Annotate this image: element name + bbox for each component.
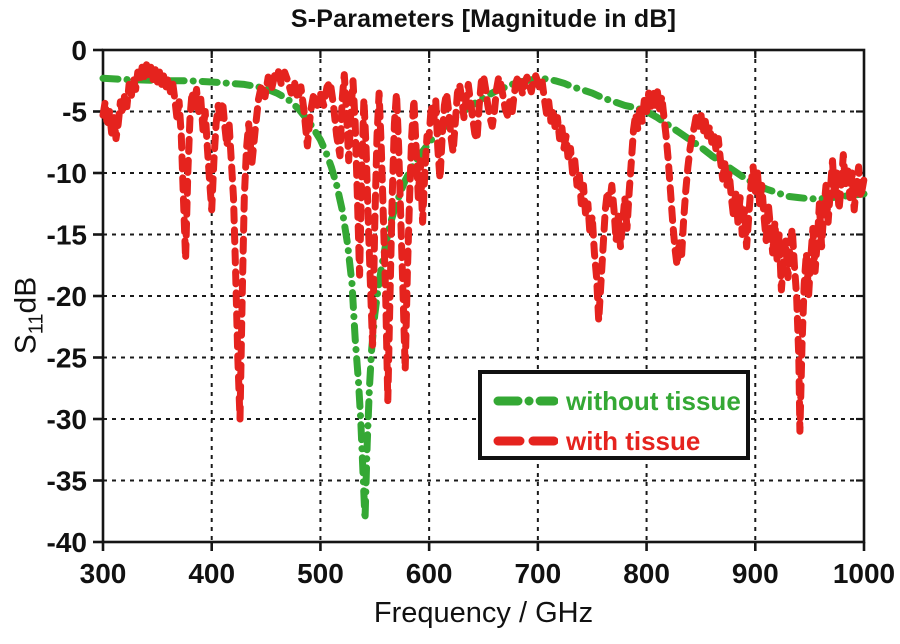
y-tick-label: -30: [47, 404, 87, 435]
legend-label-with-tissue: with tissue: [566, 425, 701, 456]
x-tick-label: 900: [732, 558, 779, 589]
y-tick-label: -25: [47, 343, 87, 374]
series-with-tissue: [99, 61, 868, 435]
legend-sample-dash-dot-line: [493, 396, 558, 406]
y-axis-label-subscript: 11: [25, 313, 48, 335]
x-tick-label: 700: [514, 558, 561, 589]
y-axis-label: S11dB: [10, 256, 49, 376]
y-tick-label: -35: [47, 466, 87, 497]
legend: without tissue with tissue: [478, 370, 750, 460]
chart-title: S-Parameters [Magnitude in dB]: [290, 5, 677, 33]
y-axis-label-unit: dB: [9, 276, 43, 314]
y-tick-label: 0: [71, 35, 87, 66]
x-tick-label: 400: [188, 558, 235, 589]
y-tick-label: -10: [47, 158, 87, 189]
x-tick-label: 1000: [833, 558, 895, 589]
legend-sample-dashed-line: [493, 436, 558, 446]
y-tick-label: -20: [47, 281, 87, 312]
y-tick-label: -5: [62, 97, 87, 128]
x-tick-label: 800: [623, 558, 670, 589]
y-axis-label-symbol: S: [9, 334, 43, 355]
y-tick-label: -40: [47, 527, 87, 558]
x-tick-label: 600: [406, 558, 453, 589]
legend-item-with-tissue: with tissue: [492, 421, 746, 461]
legend-label-without-tissue: without tissue: [566, 385, 741, 416]
y-tick-label: -15: [47, 220, 87, 251]
x-axis-label: Frequency / GHz: [373, 597, 594, 629]
x-tick-label: 500: [297, 558, 344, 589]
x-tick-label: 300: [80, 558, 127, 589]
legend-item-without-tissue: without tissue: [492, 381, 746, 421]
